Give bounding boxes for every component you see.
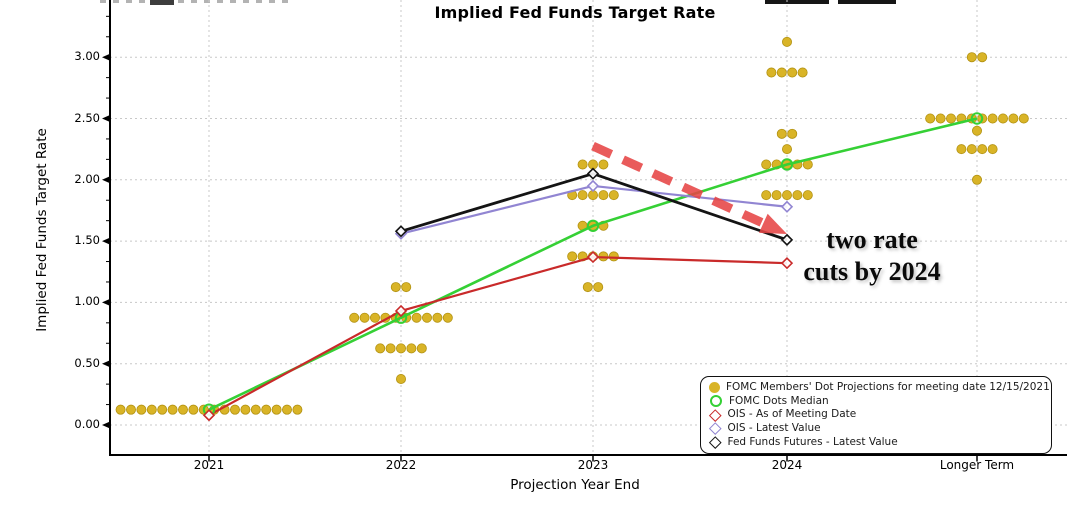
x-tick-label: 2022: [385, 458, 417, 472]
annotation-line-2: cuts by 2024: [803, 257, 941, 286]
y-tick-label: 2.00: [74, 171, 100, 186]
legend-label: FOMC Members' Dot Projections for meetin…: [726, 381, 1050, 394]
y-tick-label: 0.00: [74, 417, 100, 431]
legend-item: Fed Funds Futures - Latest Value: [709, 436, 1043, 449]
legend-label: Fed Funds Futures - Latest Value: [727, 435, 898, 448]
x-tick-label: 2021: [193, 458, 225, 472]
annotation-two-rate-cuts: two rate cuts by 2024: [772, 224, 972, 288]
legend-label: FOMC Dots Median: [729, 394, 829, 407]
legend-label: OIS - Latest Value: [727, 422, 821, 435]
chart-title: Implied Fed Funds Target Rate: [434, 3, 716, 22]
x-axis-label: Projection Year End: [510, 477, 640, 493]
y-tick-label: 0.50: [74, 355, 100, 370]
annotation-line-1: two rate: [826, 225, 918, 254]
legend-item: OIS - As of Meeting Date: [709, 408, 1043, 421]
cropped-text-remnant: [838, 0, 896, 4]
ois-latest-marker-icon: [709, 422, 722, 435]
futures-marker-icon: [709, 436, 722, 449]
fomc-median-marker-icon: [710, 395, 722, 408]
x-tick-label: 2024: [771, 458, 803, 472]
cropped-text-remnant: [150, 0, 174, 5]
legend-item: FOMC Dots Median: [709, 395, 1043, 408]
legend-label: OIS - As of Meeting Date: [727, 408, 857, 421]
legend-item: FOMC Members' Dot Projections for meetin…: [709, 381, 1050, 394]
cropped-text-remnant: [100, 0, 290, 3]
y-tick-label: 2.50: [74, 110, 100, 125]
cropped-text-remnant: [765, 0, 829, 4]
ois-meeting-marker-icon: [709, 408, 722, 421]
x-tick-label: Longer Term: [939, 458, 1015, 472]
legend-item: OIS - Latest Value: [709, 422, 1043, 435]
legend: FOMC Members' Dot Projections for meetin…: [700, 376, 1052, 454]
y-tick-label: 1.50: [74, 233, 100, 248]
y-tick-label: 1.00: [74, 294, 100, 309]
x-tick-label: 2023: [577, 458, 609, 472]
y-tick-label: 3.00: [74, 49, 100, 64]
dot-projections-marker-icon: [709, 382, 720, 394]
